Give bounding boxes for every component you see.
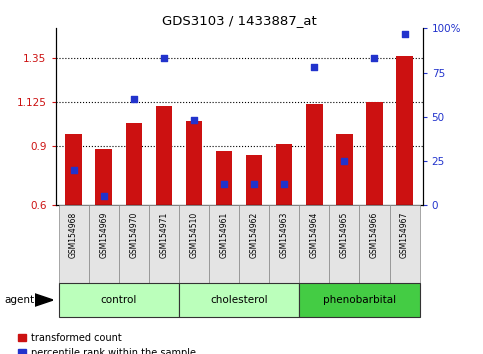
FancyBboxPatch shape <box>89 205 119 283</box>
Bar <box>306 104 323 205</box>
Bar <box>65 133 82 205</box>
FancyBboxPatch shape <box>329 205 359 283</box>
FancyBboxPatch shape <box>269 205 299 283</box>
Bar <box>216 151 232 205</box>
Point <box>190 118 198 123</box>
FancyBboxPatch shape <box>239 205 269 283</box>
Point <box>370 56 378 61</box>
Point <box>160 56 168 61</box>
FancyBboxPatch shape <box>149 205 179 283</box>
FancyBboxPatch shape <box>389 205 420 283</box>
Point <box>220 181 228 187</box>
Bar <box>126 123 142 205</box>
Point <box>130 96 138 102</box>
FancyBboxPatch shape <box>179 205 209 283</box>
Bar <box>396 56 413 205</box>
Text: GSM154969: GSM154969 <box>99 212 108 258</box>
Point <box>100 194 108 199</box>
FancyBboxPatch shape <box>58 283 179 317</box>
Text: GSM154961: GSM154961 <box>220 212 228 258</box>
Point <box>70 167 77 173</box>
Text: control: control <box>100 295 137 305</box>
FancyBboxPatch shape <box>179 283 299 317</box>
Text: phenobarbital: phenobarbital <box>323 295 396 305</box>
Point <box>250 181 258 187</box>
Text: agent: agent <box>5 295 35 305</box>
FancyBboxPatch shape <box>119 205 149 283</box>
Bar <box>96 149 112 205</box>
Point <box>341 158 348 164</box>
Text: GSM154971: GSM154971 <box>159 212 169 258</box>
Bar <box>185 121 202 205</box>
Point <box>401 31 409 36</box>
Title: GDS3103 / 1433887_at: GDS3103 / 1433887_at <box>162 14 316 27</box>
FancyBboxPatch shape <box>209 205 239 283</box>
FancyBboxPatch shape <box>58 205 89 283</box>
Text: GSM154966: GSM154966 <box>370 212 379 258</box>
Text: GSM154962: GSM154962 <box>250 212 258 258</box>
FancyBboxPatch shape <box>359 205 389 283</box>
Text: GSM154964: GSM154964 <box>310 212 319 258</box>
Text: GSM154967: GSM154967 <box>400 212 409 258</box>
Text: GSM154510: GSM154510 <box>189 212 199 258</box>
Bar <box>246 155 262 205</box>
Text: GSM154970: GSM154970 <box>129 212 138 258</box>
Legend: transformed count, percentile rank within the sample: transformed count, percentile rank withi… <box>14 329 200 354</box>
Point <box>280 181 288 187</box>
Text: GSM154965: GSM154965 <box>340 212 349 258</box>
FancyBboxPatch shape <box>299 205 329 283</box>
Text: GSM154968: GSM154968 <box>69 212 78 258</box>
Text: GSM154963: GSM154963 <box>280 212 289 258</box>
Bar <box>156 106 172 205</box>
Bar <box>336 133 353 205</box>
Point <box>311 64 318 70</box>
Text: cholesterol: cholesterol <box>210 295 268 305</box>
Bar <box>366 102 383 205</box>
Bar <box>276 144 293 205</box>
FancyBboxPatch shape <box>299 283 420 317</box>
Polygon shape <box>35 294 53 306</box>
